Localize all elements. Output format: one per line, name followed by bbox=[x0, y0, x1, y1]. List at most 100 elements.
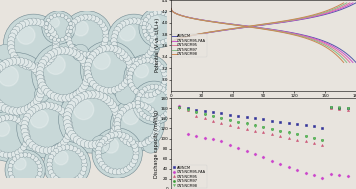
Circle shape bbox=[99, 161, 105, 167]
Circle shape bbox=[86, 14, 92, 20]
Circle shape bbox=[69, 49, 77, 56]
Y-axis label: Potential (V vs. Li/Li+): Potential (V vs. Li/Li+) bbox=[155, 18, 160, 73]
Circle shape bbox=[137, 93, 142, 98]
Circle shape bbox=[61, 14, 64, 18]
CNT/NCM95 bbox=[329, 107, 333, 109]
Circle shape bbox=[135, 64, 148, 78]
Circle shape bbox=[93, 49, 99, 56]
Circle shape bbox=[137, 108, 142, 113]
Circle shape bbox=[46, 55, 65, 74]
Circle shape bbox=[19, 182, 23, 187]
Circle shape bbox=[64, 108, 72, 116]
Circle shape bbox=[131, 18, 137, 24]
AB/NCM bbox=[185, 107, 190, 109]
Circle shape bbox=[0, 111, 33, 161]
Circle shape bbox=[131, 64, 136, 70]
Circle shape bbox=[53, 176, 59, 181]
Circle shape bbox=[27, 102, 36, 110]
Circle shape bbox=[68, 179, 74, 185]
Circle shape bbox=[97, 158, 103, 164]
Circle shape bbox=[130, 102, 137, 108]
Circle shape bbox=[143, 18, 148, 22]
Circle shape bbox=[92, 140, 100, 148]
Circle shape bbox=[22, 132, 29, 139]
Circle shape bbox=[114, 125, 121, 132]
Circle shape bbox=[131, 143, 137, 148]
CNT/NCM98 bbox=[169, 7, 173, 10]
Circle shape bbox=[152, 91, 158, 96]
Circle shape bbox=[38, 62, 45, 69]
Circle shape bbox=[72, 146, 77, 152]
CNT/NCM95 bbox=[339, 53, 343, 55]
Circle shape bbox=[61, 139, 68, 146]
Circle shape bbox=[13, 57, 21, 65]
Circle shape bbox=[151, 110, 157, 117]
Circle shape bbox=[46, 33, 51, 37]
Circle shape bbox=[149, 12, 154, 17]
Circle shape bbox=[82, 52, 88, 58]
AB/NCM bbox=[219, 112, 224, 114]
CNT/NCM97 bbox=[216, 22, 220, 24]
CNT/NCM95 bbox=[211, 120, 215, 122]
Circle shape bbox=[69, 29, 73, 33]
Circle shape bbox=[51, 146, 58, 153]
Circle shape bbox=[131, 158, 137, 164]
Circle shape bbox=[7, 167, 12, 172]
Circle shape bbox=[12, 178, 17, 183]
Circle shape bbox=[142, 21, 148, 27]
Circle shape bbox=[145, 105, 152, 111]
Circle shape bbox=[81, 166, 87, 172]
Circle shape bbox=[41, 21, 48, 28]
Circle shape bbox=[153, 129, 159, 136]
Circle shape bbox=[103, 136, 111, 144]
Circle shape bbox=[47, 91, 54, 98]
Circle shape bbox=[130, 161, 135, 167]
Line: CNT/NCM95: CNT/NCM95 bbox=[178, 106, 349, 146]
Circle shape bbox=[66, 29, 72, 35]
Circle shape bbox=[127, 136, 133, 142]
Circle shape bbox=[78, 173, 84, 179]
Circle shape bbox=[82, 63, 90, 70]
Circle shape bbox=[48, 170, 54, 175]
Circle shape bbox=[52, 37, 59, 44]
Circle shape bbox=[21, 58, 28, 66]
Circle shape bbox=[152, 59, 158, 65]
Circle shape bbox=[158, 86, 164, 91]
Circle shape bbox=[147, 26, 154, 33]
Circle shape bbox=[161, 11, 166, 15]
Circle shape bbox=[46, 18, 51, 22]
Circle shape bbox=[111, 42, 117, 48]
Circle shape bbox=[30, 110, 48, 128]
Circle shape bbox=[36, 74, 44, 82]
Circle shape bbox=[64, 36, 68, 40]
Circle shape bbox=[17, 26, 35, 44]
Circle shape bbox=[119, 25, 135, 41]
Circle shape bbox=[81, 158, 87, 164]
Circle shape bbox=[47, 26, 54, 33]
Circle shape bbox=[76, 53, 84, 61]
Circle shape bbox=[93, 83, 99, 90]
Circle shape bbox=[41, 56, 49, 64]
Circle shape bbox=[135, 57, 141, 64]
CNT/NCM98 bbox=[185, 109, 190, 111]
Circle shape bbox=[64, 117, 72, 124]
Circle shape bbox=[148, 15, 160, 28]
Circle shape bbox=[1, 60, 9, 68]
Circle shape bbox=[34, 87, 49, 102]
CNT/NCM95 bbox=[253, 130, 257, 132]
CNT/NCM98 bbox=[341, 61, 346, 64]
Circle shape bbox=[33, 67, 41, 75]
Circle shape bbox=[96, 92, 104, 100]
Circle shape bbox=[105, 134, 111, 140]
AB/NCM bbox=[354, 61, 356, 64]
Circle shape bbox=[75, 148, 81, 154]
Circle shape bbox=[49, 29, 57, 37]
Circle shape bbox=[44, 26, 48, 29]
Circle shape bbox=[131, 86, 136, 91]
Circle shape bbox=[78, 15, 84, 21]
Circle shape bbox=[114, 118, 121, 124]
Circle shape bbox=[114, 26, 120, 33]
Circle shape bbox=[125, 74, 132, 81]
Circle shape bbox=[103, 29, 109, 35]
Circle shape bbox=[9, 48, 16, 56]
